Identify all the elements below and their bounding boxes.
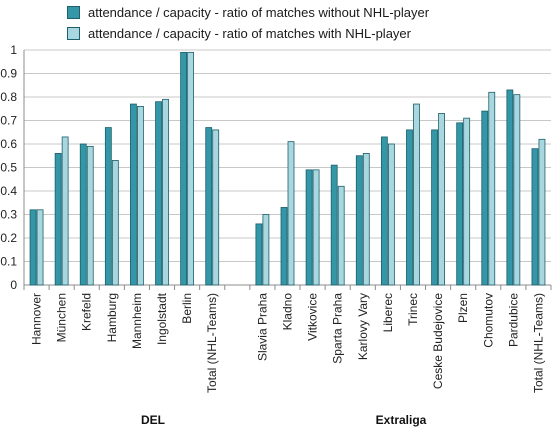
x-tick-label: Chomutov — [481, 293, 495, 348]
legend-item-without: attendance / capacity - ratio of matches… — [67, 3, 429, 21]
bar-without-nhl — [406, 129, 413, 286]
bar-with-nhl — [362, 152, 370, 286]
bar-without-nhl — [180, 51, 188, 286]
y-tick-label: 0.5 — [0, 161, 17, 175]
legend-label-without: attendance / capacity - ratio of matches… — [88, 4, 430, 20]
bar-without-nhl — [506, 89, 514, 286]
x-tick-label: Trinec — [406, 293, 420, 326]
x-tick-label: Berlin — [180, 293, 194, 324]
y-tick-label: 0.8 — [0, 90, 17, 104]
bar-without-nhl — [29, 209, 37, 286]
y-tick-label: 0.9 — [0, 67, 17, 81]
bar-with-nhl — [438, 113, 445, 286]
legend-swatch-with — [67, 26, 80, 40]
y-tick-label: 1 — [10, 43, 17, 57]
legend-item-with: attendance / capacity - ratio of matches… — [67, 24, 411, 42]
bar-with-nhl — [212, 129, 220, 286]
bar-with-nhl — [61, 136, 69, 286]
bar-without-nhl — [305, 169, 313, 286]
bar-with-nhl — [111, 160, 119, 286]
bar-with-nhl — [137, 106, 144, 286]
x-tick-label: Plzen — [456, 293, 470, 323]
y-tick-label: 0.2 — [0, 231, 17, 245]
x-tick-label: Pardubice — [506, 293, 520, 347]
bar-with-nhl — [187, 51, 195, 286]
x-tick-label: Hannover — [30, 293, 44, 345]
x-tick-label: Vitkovice — [306, 293, 320, 341]
bar-with-nhl — [262, 214, 270, 286]
legend-swatch-without — [67, 5, 80, 19]
legend-label-with: attendance / capacity - ratio of matches… — [88, 25, 411, 41]
bar-with-nhl — [538, 138, 546, 286]
bar-without-nhl — [255, 223, 263, 286]
x-tick-label: Ceske Budejovice — [431, 293, 445, 389]
bar-without-nhl — [54, 152, 62, 286]
bar-with-nhl — [413, 103, 420, 286]
bar-with-nhl — [513, 94, 521, 286]
y-tick-label: 0.3 — [0, 208, 17, 222]
bar-with-nhl — [287, 141, 295, 286]
bar-without-nhl — [79, 143, 87, 286]
x-tick-label: Liberec — [381, 293, 395, 332]
y-tick-label: 0.4 — [0, 184, 17, 198]
x-tick-label: Karlovy Vary — [356, 293, 370, 360]
group-label-extraliga: Extraliga — [375, 413, 427, 427]
bar-with-nhl — [463, 117, 471, 286]
bar-without-nhl — [481, 110, 489, 286]
x-tick-label: Sparta Praha — [331, 293, 345, 364]
x-tick-label: Total (NHL-Teams) — [531, 293, 545, 393]
bar-without-nhl — [355, 155, 363, 286]
bar-without-nhl — [380, 136, 388, 286]
bar-with-nhl — [488, 91, 496, 286]
bar-with-nhl — [86, 145, 94, 286]
bar-without-nhl — [280, 207, 288, 286]
x-tick-label: Hamburg — [105, 293, 119, 342]
bar-without-nhl — [531, 148, 539, 286]
bar-without-nhl — [155, 101, 162, 286]
bar-with-nhl — [387, 143, 395, 286]
bar-with-nhl — [36, 209, 44, 286]
group-label-del: DEL — [141, 413, 165, 427]
bar-with-nhl — [337, 185, 345, 286]
x-tick-label: Total (NHL-Teams) — [205, 293, 219, 393]
bar-without-nhl — [330, 164, 338, 286]
x-tick-label: Slavia Praha — [255, 293, 269, 361]
y-tick-label: 0 — [10, 278, 17, 292]
y-tick-label: 0.7 — [0, 114, 17, 128]
x-tick-label: Kladno — [281, 293, 295, 331]
y-tick-label: 0.1 — [0, 255, 17, 269]
y-tick-label: 0.6 — [0, 137, 17, 151]
bar-without-nhl — [104, 127, 112, 286]
bar-with-nhl — [162, 98, 169, 286]
x-tick-label: Ingolstadt — [155, 292, 169, 345]
bar-without-nhl — [431, 129, 438, 286]
bar-without-nhl — [130, 103, 137, 286]
x-tick-label: München — [55, 293, 69, 342]
bar-with-nhl — [312, 169, 320, 286]
bar-without-nhl — [456, 122, 464, 286]
x-tick-label: Krefeld — [80, 293, 94, 331]
bar-without-nhl — [205, 127, 213, 286]
x-tick-label: Mannheim — [130, 293, 144, 349]
